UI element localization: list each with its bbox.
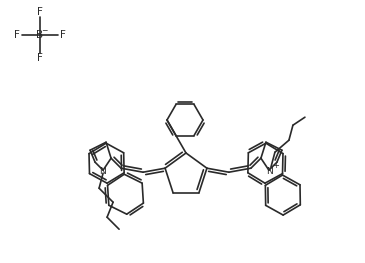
Text: F: F — [14, 30, 20, 40]
Text: F: F — [60, 30, 66, 40]
Text: −: − — [41, 27, 47, 36]
Text: F: F — [37, 7, 43, 17]
Text: B: B — [36, 30, 43, 40]
Text: N: N — [99, 167, 105, 176]
Text: +: + — [273, 161, 279, 170]
Text: N: N — [266, 167, 273, 176]
Text: F: F — [37, 53, 43, 63]
